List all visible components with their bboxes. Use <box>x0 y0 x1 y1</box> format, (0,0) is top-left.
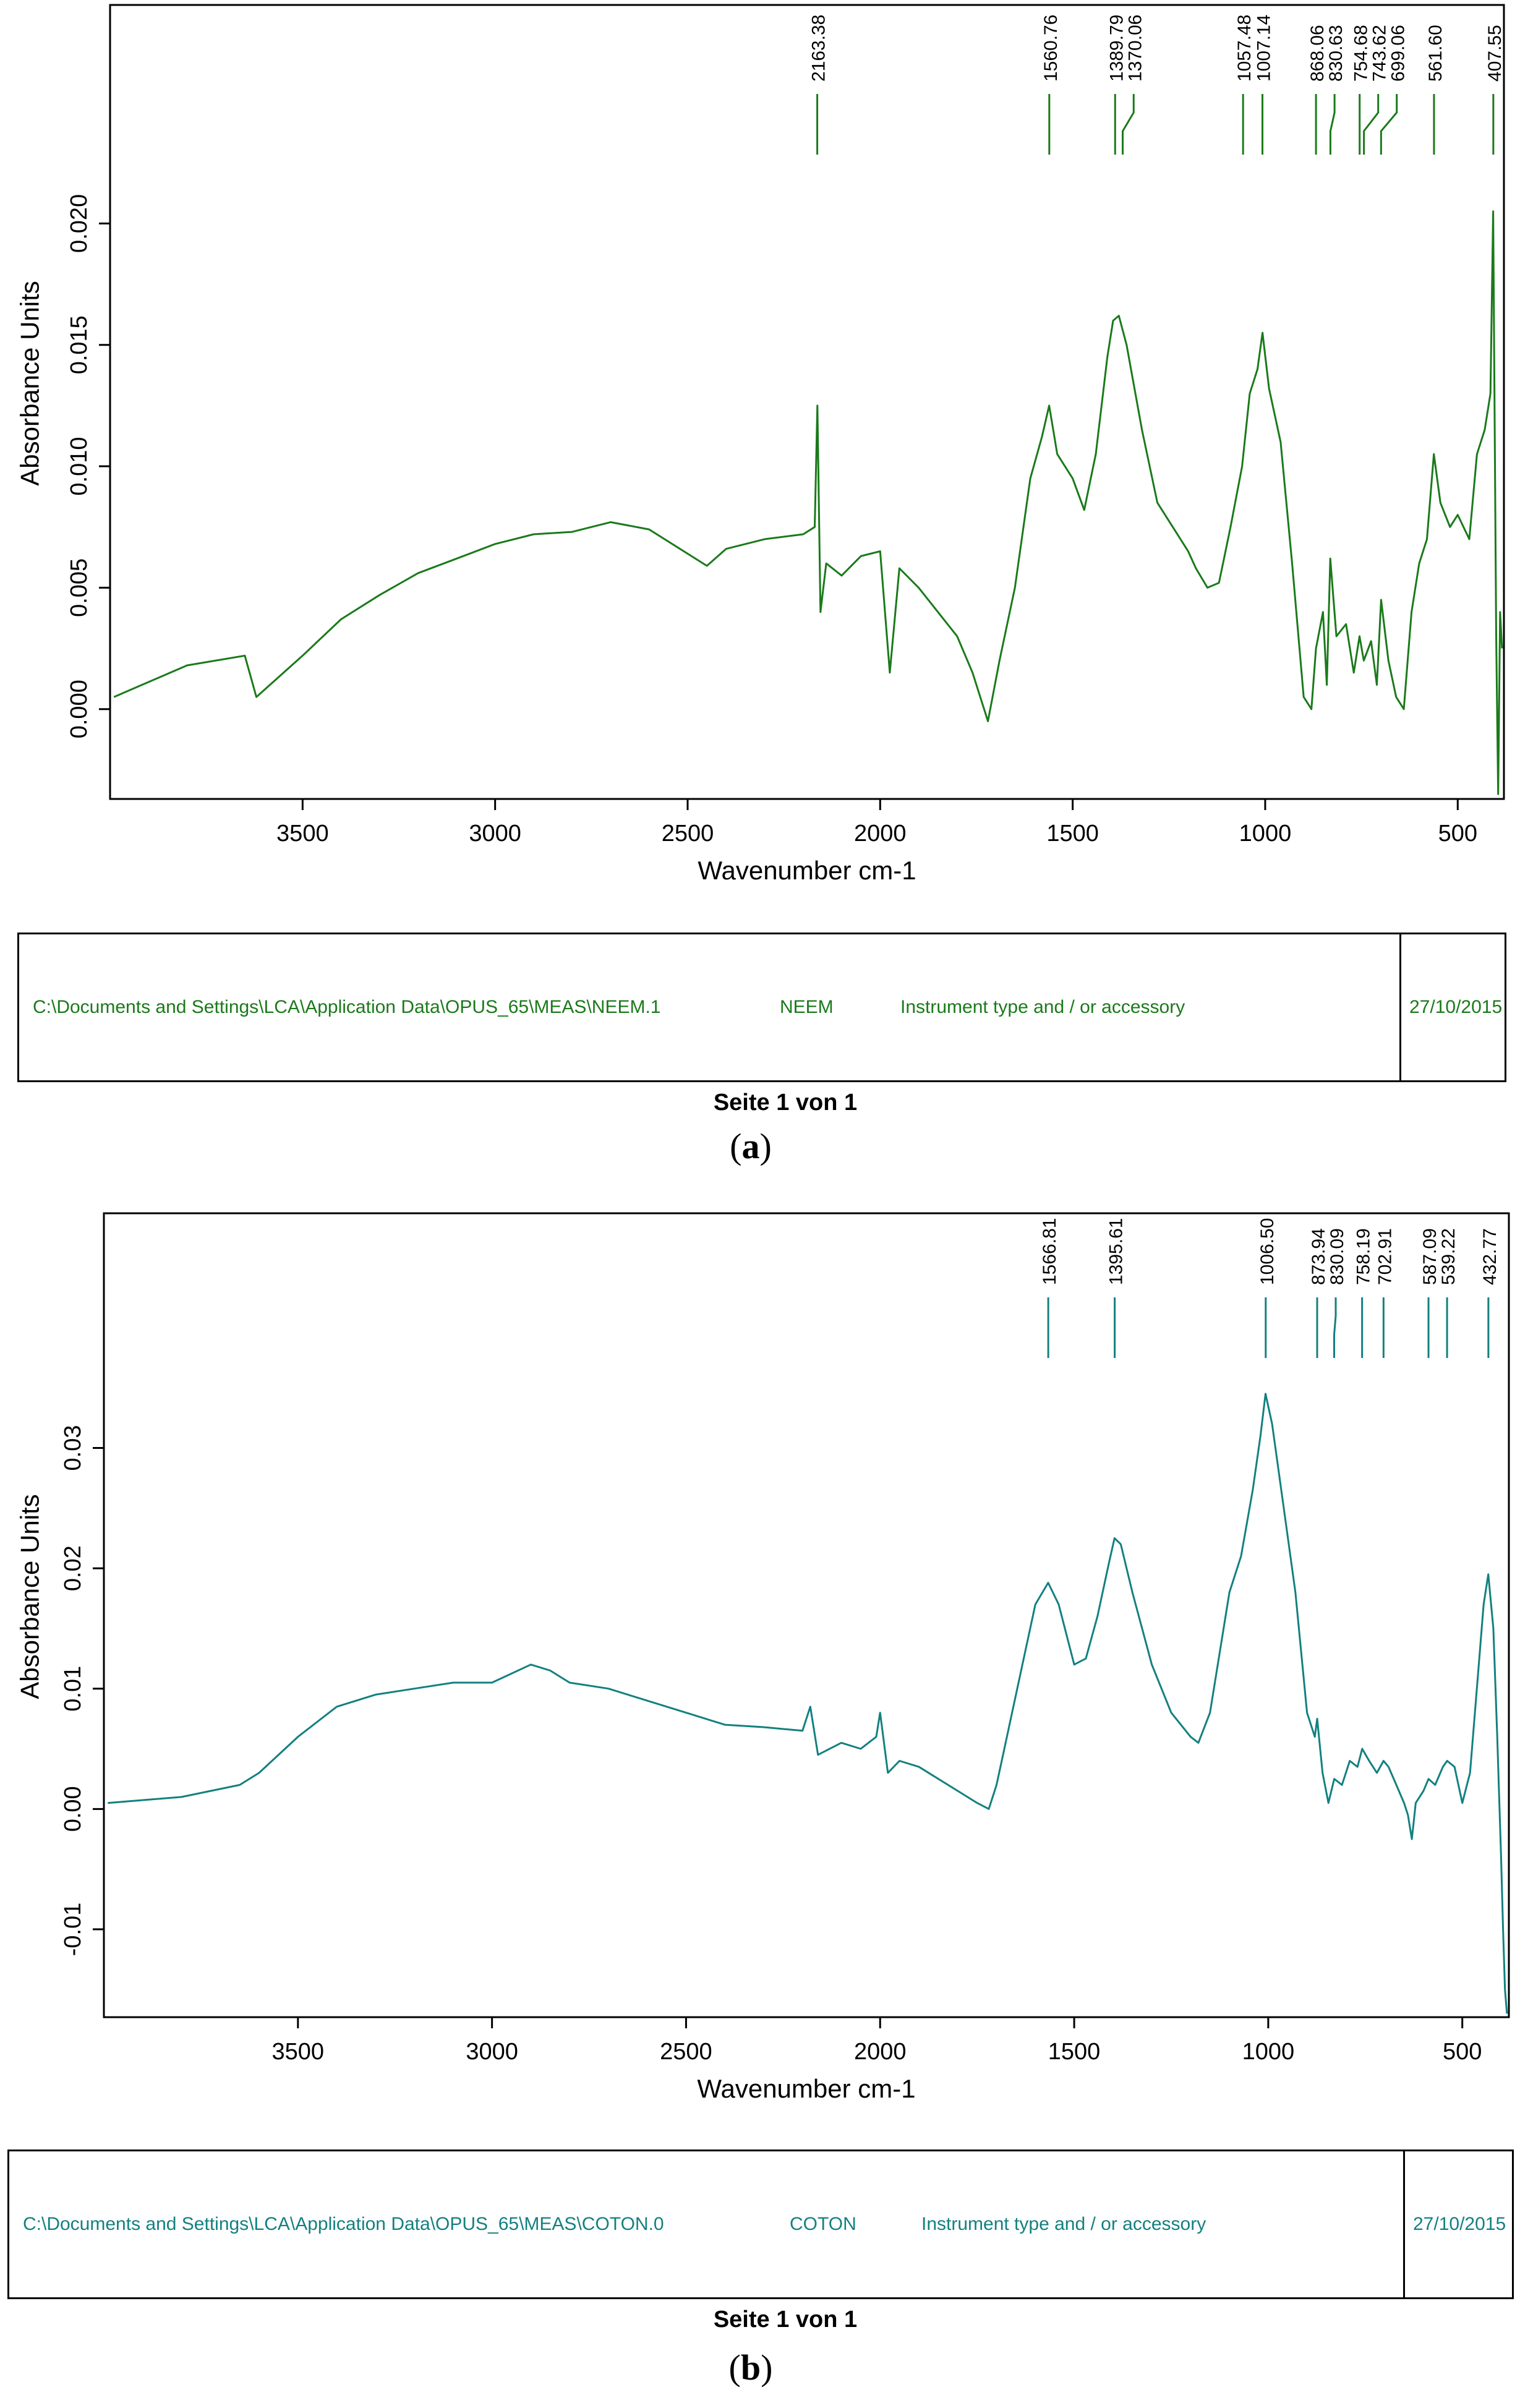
info-date-a: 27/10/2015 <box>1409 997 1503 1017</box>
panel-label-a: (a) <box>730 1126 772 1166</box>
info-sample-b: COTON <box>790 2214 856 2234</box>
info-divider-a <box>1399 934 1401 1080</box>
y-tick-label-a-2: 0.010 <box>66 437 92 496</box>
peak-marker-a-10 <box>1380 94 1398 155</box>
peak-label-a-12: 407.55 <box>1485 25 1505 82</box>
x-tick-label-b-4: 1500 <box>1048 2039 1101 2065</box>
page-label-b: Seite 1 von 1 <box>713 2307 858 2333</box>
page-label-a: Seite 1 von 1 <box>713 1090 858 1116</box>
x-tick-label-a-4: 1500 <box>1046 821 1099 847</box>
y-tick-label-b-1: 0.00 <box>60 1786 86 1832</box>
plot-frame-a <box>109 4 1505 800</box>
x-tick-label-b-2: 2500 <box>660 2039 712 2065</box>
info-instrument-a: Instrument type and / or accessory <box>900 997 1185 1017</box>
info-box-b: C:\Documents and Settings\LCA\Applicatio… <box>7 2150 1514 2299</box>
peak-label-a-2: 1389.79 <box>1106 15 1127 82</box>
x-tick-label-a-1: 3000 <box>469 821 521 847</box>
x-tick-label-a-5: 1000 <box>1239 821 1292 847</box>
x-tick-label-a-3: 2000 <box>854 821 907 847</box>
peak-label-b-4: 830.09 <box>1327 1228 1347 1285</box>
peak-label-a-11: 561.60 <box>1425 25 1446 82</box>
y-tick-label-a-1: 0.005 <box>66 558 92 617</box>
peak-label-a-6: 868.06 <box>1307 25 1328 82</box>
y-tick-label-b-2: 0.01 <box>60 1666 86 1712</box>
x-tick-label-b-3: 2000 <box>854 2039 907 2065</box>
x-tick-label-b-0: 3500 <box>272 2039 325 2065</box>
info-date-b: 27/10/2015 <box>1413 2214 1506 2234</box>
y-axis-label-b: Absorbance Units <box>15 1494 45 1699</box>
peak-label-b-3: 873.94 <box>1309 1228 1329 1285</box>
peak-label-a-9: 743.62 <box>1370 25 1390 82</box>
peak-label-b-2: 1006.50 <box>1257 1218 1278 1285</box>
peak-label-a-3: 1370.06 <box>1125 15 1145 82</box>
info-divider-b <box>1403 2151 1405 2297</box>
info-path-b: C:\Documents and Settings\LCA\Applicatio… <box>23 2214 664 2234</box>
peak-marker-b-4 <box>1333 1297 1337 1358</box>
info-box-a: C:\Documents and Settings\LCA\Applicatio… <box>17 933 1506 1082</box>
peak-label-b-6: 702.91 <box>1375 1228 1395 1285</box>
series-line-b-coton <box>108 1393 1508 2014</box>
info-sample-a: NEEM <box>780 997 834 1017</box>
peak-label-b-9: 432.77 <box>1480 1228 1500 1285</box>
y-tick-label-b-0: -0.01 <box>60 1903 86 1957</box>
peak-label-b-0: 1566.81 <box>1040 1218 1060 1285</box>
x-tick-label-b-6: 500 <box>1443 2039 1482 2065</box>
peak-label-a-5: 1007.14 <box>1254 15 1274 82</box>
x-tick-label-b-5: 1000 <box>1242 2039 1295 2065</box>
x-tick-label-a-0: 3500 <box>276 821 329 847</box>
x-tick-label-a-2: 2500 <box>662 821 714 847</box>
y-tick-label-a-3: 0.015 <box>66 315 92 374</box>
y-tick-label-a-4: 0.020 <box>66 194 92 253</box>
info-path-a: C:\Documents and Settings\LCA\Applicatio… <box>33 997 661 1017</box>
peak-label-a-10: 699.06 <box>1388 25 1409 82</box>
y-axis-label-a: Absorbance Units <box>15 281 45 486</box>
plot-frame-b <box>103 1212 1510 2018</box>
panel-label-b: (b) <box>728 2347 773 2388</box>
peak-label-a-1: 1560.76 <box>1041 15 1061 82</box>
series-line-a-neem <box>113 210 1503 795</box>
peak-label-a-4: 1057.48 <box>1234 15 1255 82</box>
info-instrument-b: Instrument type and / or accessory <box>921 2214 1206 2234</box>
y-tick-label-a-0: 0.000 <box>66 680 92 738</box>
y-tick-label-b-4: 0.03 <box>60 1425 86 1471</box>
peak-label-a-8: 754.68 <box>1351 25 1372 82</box>
peak-marker-a-3 <box>1122 94 1135 155</box>
x-axis-label-a: Wavenumber cm-1 <box>698 856 916 885</box>
peak-marker-a-7 <box>1329 94 1336 155</box>
peak-label-b-1: 1395.61 <box>1106 1218 1127 1285</box>
peak-marker-a-9 <box>1363 94 1380 155</box>
peak-label-b-5: 758.19 <box>1354 1228 1374 1285</box>
peak-label-a-7: 830.63 <box>1326 25 1346 82</box>
x-axis-label-b: Wavenumber cm-1 <box>697 2074 915 2103</box>
x-tick-label-a-6: 500 <box>1438 821 1477 847</box>
peak-label-b-8: 539.22 <box>1438 1228 1459 1285</box>
peak-label-b-7: 587.09 <box>1420 1228 1440 1285</box>
peak-label-a-0: 2163.38 <box>809 15 829 82</box>
x-tick-label-b-1: 3000 <box>466 2039 518 2065</box>
y-tick-label-b-3: 0.02 <box>60 1545 86 1591</box>
